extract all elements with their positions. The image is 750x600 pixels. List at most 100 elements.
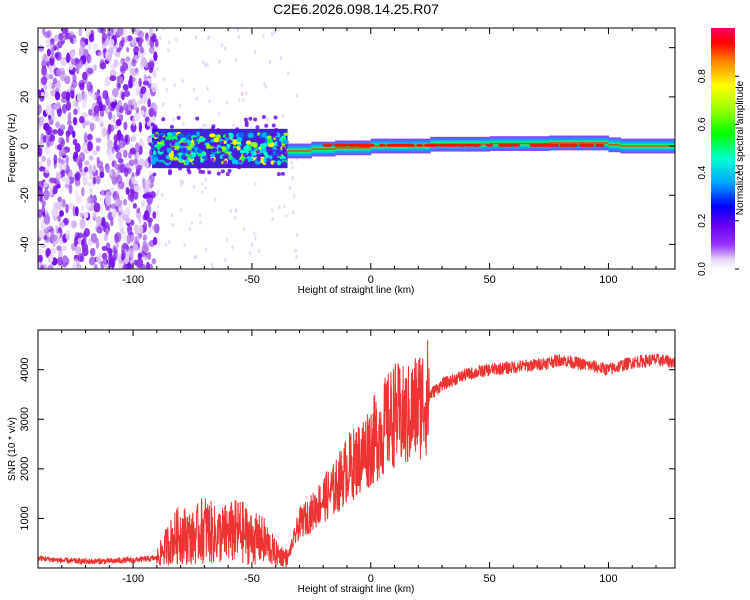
heatmap-speckle: [291, 175, 294, 180]
heatmap-noise-cell: [55, 121, 61, 129]
heatmap-noise-cell: [54, 91, 61, 101]
heatmap-band-cell: [283, 132, 289, 136]
heatmap-peak-cell: [459, 143, 466, 147]
heatmap-noise-cell: [50, 47, 55, 57]
heatmap-noise-cell: [95, 49, 102, 56]
heatmap-noise-cell: [135, 84, 141, 93]
heatmap-speckle: [290, 160, 293, 165]
heatmap-speckle: [162, 28, 165, 31]
heatmap-noise-cell: [43, 122, 50, 131]
heatmap-speckle: [224, 257, 227, 262]
heatmap-noise-cell: [83, 166, 89, 173]
heatmap-band-halo: [211, 124, 216, 129]
heatmap-speckle: [202, 60, 205, 65]
heatmap-band-halo: [153, 133, 158, 138]
heatmap-speckle: [161, 102, 165, 107]
heatmap-noise-cell: [78, 46, 84, 57]
heatmap-noise-cell: [118, 205, 124, 213]
heatmap-band-cell: [173, 156, 179, 161]
heatmap-band-halo: [273, 162, 278, 167]
heatmap-noise-cell: [77, 232, 84, 239]
heatmap-band-halo: [213, 147, 218, 152]
heatmap-carrier-segment: [620, 138, 675, 154]
heatmap-noise-cell: [132, 243, 139, 252]
heatmap-speckle: [238, 97, 241, 102]
heatmap-noise-cell: [59, 142, 64, 151]
heatmap-band-cell: [206, 143, 210, 150]
heatmap-noise-cell: [71, 264, 79, 269]
heatmap-noise-cell: [75, 246, 82, 255]
heatmap-band-cell: [226, 143, 231, 148]
heatmap-speckle: [268, 59, 272, 64]
heatmap-speckle: [159, 36, 162, 41]
heatmap-band-halo: [225, 172, 230, 177]
heatmap-noise-cell: [47, 264, 54, 269]
heatmap-noise-cell: [83, 227, 90, 237]
heatmap-noise-cell: [65, 203, 69, 214]
colorbar-tick-label: 0.0: [697, 262, 708, 276]
heatmap-noise-cell: [89, 122, 95, 132]
heatmap-noise-cell: [123, 256, 130, 265]
heatmap-band-cell: [266, 138, 273, 144]
heatmap-noise-cell: [92, 211, 97, 219]
heatmap-noise-cell: [70, 37, 74, 44]
heatmap-noise-cell: [74, 206, 79, 217]
heatmap-noise-cell: [101, 90, 108, 100]
heatmap-noise-cell: [129, 143, 134, 149]
heatmap-noise-cell: [151, 258, 157, 265]
heatmap-noise-cell: [95, 137, 102, 143]
bottom-y-tick-label: 4000: [19, 357, 31, 381]
heatmap-peak-cell: [378, 143, 386, 147]
heatmap-speckle: [195, 96, 199, 101]
heatmap-speckle: [237, 35, 241, 40]
heatmap-noise-cell: [86, 67, 94, 75]
heatmap-band-halo: [228, 163, 233, 168]
colorbar-tick-label: 0.2: [697, 213, 708, 227]
heatmap-noise-cell: [142, 80, 150, 86]
heatmap-noise-cell: [43, 84, 48, 91]
heatmap-noise-cell: [56, 183, 61, 189]
heatmap-noise-cell: [40, 264, 45, 269]
heatmap-noise-cell: [65, 54, 71, 64]
heatmap-noise-cell: [88, 187, 93, 194]
heatmap-noise-cell: [38, 254, 43, 263]
colorbar-label: Normalized spectral amplitude: [735, 80, 746, 215]
heatmap-speckle: [165, 87, 169, 92]
heatmap-noise-cell: [70, 50, 75, 59]
heatmap-band-halo: [276, 141, 281, 146]
heatmap-noise-cell: [65, 28, 70, 36]
heatmap-noise-cell: [97, 28, 104, 33]
heatmap-noise-cell: [97, 252, 102, 262]
heatmap-noise-cell: [46, 61, 50, 67]
heatmap-noise-cell: [38, 248, 45, 254]
heatmap-speckle: [295, 254, 298, 259]
heatmap-peak-cell: [472, 143, 482, 147]
heatmap-band-halo: [275, 136, 280, 141]
heatmap-band-halo: [273, 115, 278, 120]
bottom-x-tick-label: 0: [368, 573, 374, 585]
bottom-x-tick-label: 100: [599, 573, 617, 585]
heatmap-noise-cell: [133, 101, 138, 111]
heatmap-noise-cell: [153, 223, 160, 234]
heatmap-band-cell: [238, 132, 245, 139]
heatmap-noise-cell: [90, 232, 97, 244]
heatmap-speckle: [233, 215, 237, 220]
heatmap-noise-cell: [65, 154, 69, 165]
heatmap-noise-cell: [88, 155, 94, 161]
heatmap-noise-cell: [77, 158, 83, 169]
heatmap-noise-cell: [124, 110, 132, 116]
heatmap-band-halo: [227, 168, 232, 173]
heatmap-noise-cell: [45, 104, 52, 115]
heatmap-band-halo: [260, 152, 265, 157]
heatmap-noise-cell: [74, 173, 78, 181]
heatmap-noise-cell: [101, 32, 107, 42]
heatmap-band-cell: [209, 153, 216, 158]
heatmap-noise-cell: [127, 224, 133, 236]
heatmap-noise-cell: [152, 236, 158, 246]
heatmap-noise-cell: [105, 106, 109, 115]
heatmap-band-halo: [195, 156, 200, 161]
heatmap-noise-cell: [101, 216, 106, 228]
heatmap-speckle: [295, 233, 299, 238]
heatmap-noise-cell: [59, 210, 64, 217]
heatmap-noise-cell: [126, 46, 130, 53]
